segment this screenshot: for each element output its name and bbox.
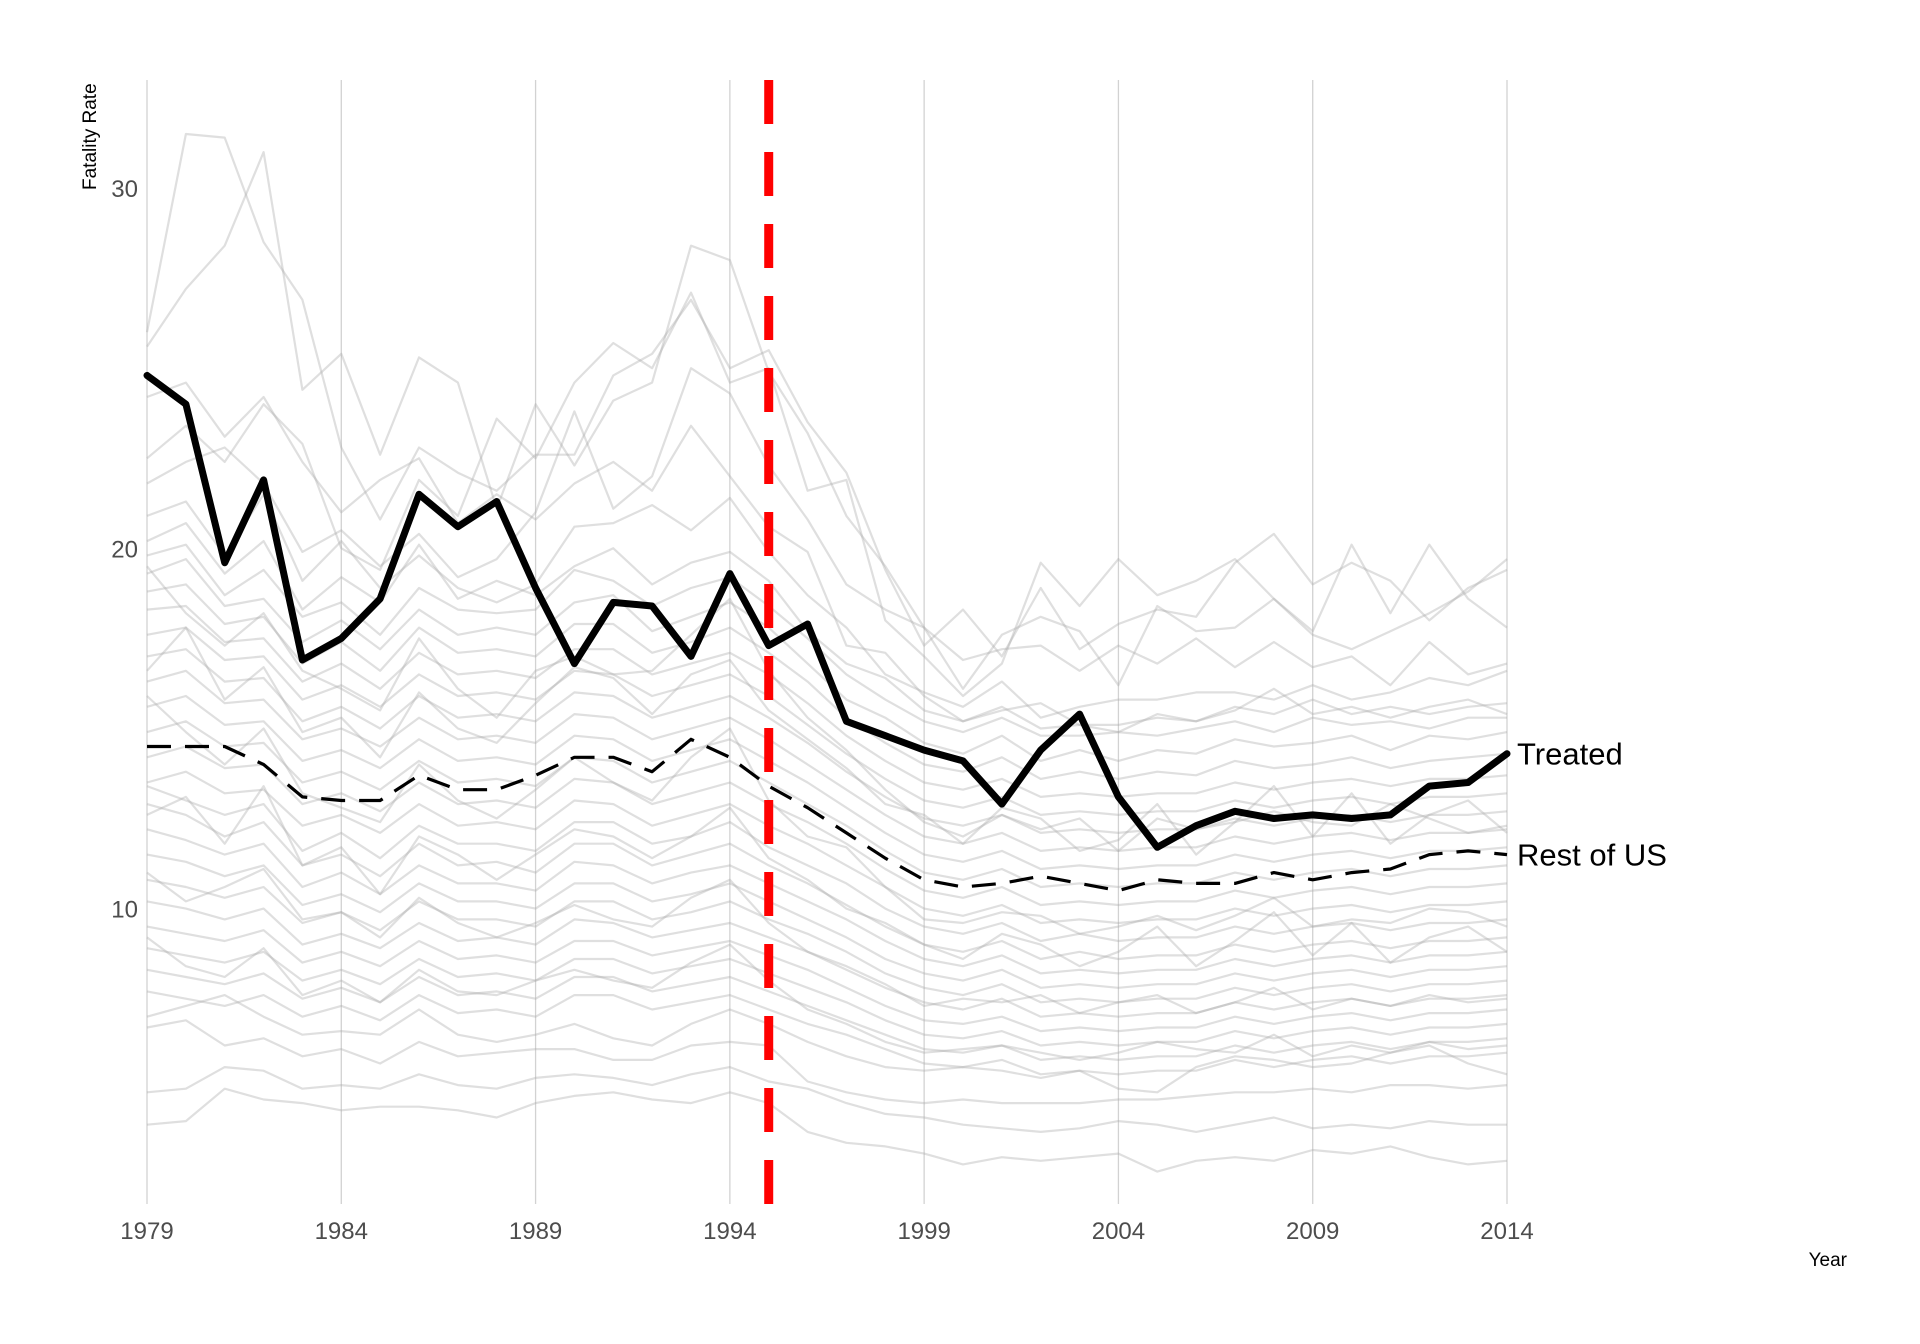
background-series-line-19 — [146, 803, 1508, 961]
background-series-line-31 — [146, 1087, 1508, 1173]
background-series-line-26 — [146, 968, 1508, 1061]
background-series-line-32 — [146, 381, 1508, 734]
x-tick-label-2009: 2009 — [1286, 1218, 1339, 1245]
background-series-line-28 — [146, 994, 1508, 1094]
x-tick-label-1999: 1999 — [897, 1218, 950, 1245]
series-label-treated: Treated — [1517, 737, 1623, 772]
background-series-line-15 — [146, 720, 1508, 889]
y-axis-title: Fatality Rate — [80, 83, 101, 190]
background-series-line-9 — [146, 583, 1508, 780]
background-series-line-36 — [146, 936, 1508, 1061]
background-series-line-23 — [146, 900, 1508, 1018]
series-label-rest-of-us: Rest of US — [1517, 838, 1667, 873]
background-series-line-38 — [146, 785, 1508, 968]
background-series-line-17 — [146, 770, 1508, 925]
series-line-rest-of-us — [147, 737, 1508, 893]
background-series-line-7 — [146, 543, 1507, 737]
x-tick-label-1994: 1994 — [703, 1218, 756, 1245]
background-series-line-30 — [146, 1066, 1507, 1133]
background-series-line-37 — [146, 626, 1508, 856]
x-tick-label-2014: 2014 — [1480, 1218, 1533, 1245]
background-series-line-29 — [146, 1019, 1508, 1105]
tick-labels: 1979 1984 1989 1994 1999 2004 2009 2014 10 20 30 — [111, 176, 1533, 1245]
background-series-line-27 — [146, 990, 1508, 1076]
background-series-line-10 — [146, 604, 1508, 798]
background-series-line-34 — [146, 695, 1508, 935]
background-series-line-33 — [146, 565, 1508, 852]
background-series-line-13 — [146, 669, 1508, 852]
background-series-line-25 — [146, 947, 1508, 1047]
background-series-line-3 — [146, 291, 1508, 698]
background-series-line-35 — [146, 867, 1508, 1015]
y-tick-label-20: 20 — [111, 536, 138, 563]
series-line-treated — [143, 371, 1511, 851]
background-series-line-6 — [146, 522, 1508, 730]
background-series-line-4 — [146, 367, 1508, 687]
background-series-line-12 — [146, 648, 1508, 834]
background-series-line-5 — [146, 493, 1508, 719]
background-series-line-14 — [146, 694, 1508, 871]
y-tick-label-30: 30 — [111, 176, 138, 203]
background-series-line-18 — [146, 785, 1508, 943]
x-axis-title: Year — [1809, 1250, 1848, 1271]
background-series-line-16 — [146, 745, 1508, 907]
main-series-group — [143, 371, 1511, 893]
x-tick-label-1984: 1984 — [315, 1218, 368, 1245]
background-series-line-21 — [146, 853, 1508, 989]
background-series-line-24 — [146, 925, 1508, 1033]
background-series-line-22 — [146, 878, 1508, 1004]
x-tick-label-1979: 1979 — [120, 1218, 173, 1245]
vertical-grid — [146, 80, 1508, 1204]
background-series-line-11 — [146, 626, 1508, 816]
background-series-group — [145, 132, 1508, 1173]
background-series-line-1 — [145, 132, 1508, 658]
x-tick-label-1989: 1989 — [509, 1218, 562, 1245]
y-tick-label-10: 10 — [111, 897, 138, 924]
background-series-line-2 — [146, 151, 1508, 690]
x-tick-label-2004: 2004 — [1092, 1218, 1145, 1245]
background-series-line-20 — [146, 828, 1508, 975]
